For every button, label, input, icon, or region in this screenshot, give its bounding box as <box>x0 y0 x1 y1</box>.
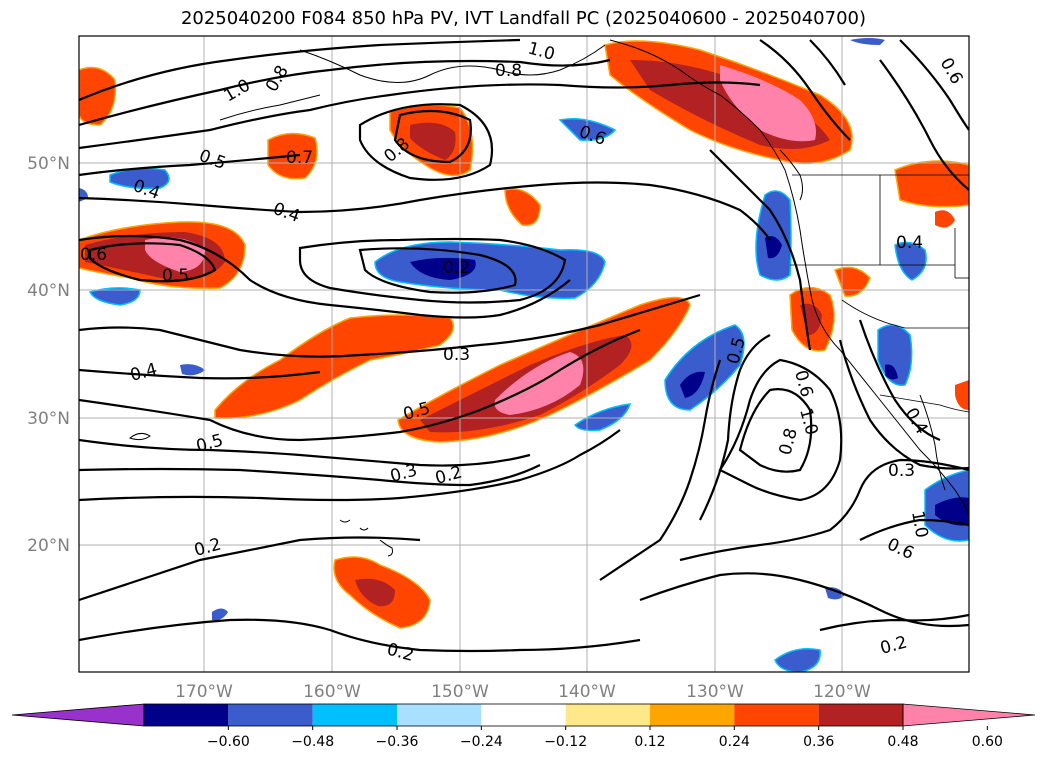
contour-label: 0.7 <box>286 148 313 168</box>
contour-label: 0.2 <box>443 258 470 278</box>
lon-label: 160°W <box>303 682 361 702</box>
map-plot-area: 1.0 0.8 1.0 0.8 0.6 0.5 0.7 0.8 0.4 0.4 … <box>79 36 969 672</box>
colorbar-segment <box>650 704 735 726</box>
colorbar-segment <box>312 704 397 726</box>
contour-label: 0.8 <box>495 61 522 81</box>
gridlines <box>79 36 969 672</box>
contour-label: 0.6 <box>80 245 107 265</box>
colorbar-tick-label: −0.24 <box>460 734 503 750</box>
contour-label: 0.5 <box>162 266 189 286</box>
colorbar-segment <box>734 704 819 726</box>
borders <box>790 174 969 413</box>
contour-label: 1.0 <box>907 509 931 539</box>
pv-neg-central <box>374 241 606 300</box>
lon-label: 140°W <box>558 682 616 702</box>
contour-label: 0.3 <box>443 345 470 365</box>
colorbar-tick-label: −0.36 <box>376 734 419 750</box>
ivt-contours <box>79 38 969 653</box>
colorbar-segment <box>228 704 313 726</box>
lat-labels: 50°N 40°N 30°N 20°N <box>27 154 70 556</box>
colorbar-tick-label: 0.24 <box>719 734 750 750</box>
colorbar-tick-label: 0.36 <box>803 734 834 750</box>
colorbar-tick-label: 0.60 <box>972 734 1003 750</box>
lat-label: 50°N <box>27 154 70 174</box>
negative-pv-fields <box>79 38 969 672</box>
contour-label: 0.4 <box>896 233 923 253</box>
contour-label: 0.3 <box>888 461 915 481</box>
lat-label: 30°N <box>27 409 70 429</box>
colorbar-segment <box>481 704 566 726</box>
lon-label: 130°W <box>686 682 744 702</box>
lat-label: 40°N <box>27 281 70 301</box>
colorbar-segment <box>565 704 650 726</box>
colorbar-segment <box>144 704 229 726</box>
colorbar-frame <box>143 703 904 727</box>
coastlines <box>128 39 969 557</box>
colorbar-tick-label: −0.12 <box>544 734 587 750</box>
colorbar-tick-label: 0.12 <box>634 734 665 750</box>
colorbar-segment <box>397 704 482 726</box>
map-frame <box>78 35 970 673</box>
lon-label: 150°W <box>431 682 489 702</box>
colorbar: −0.60 −0.48 −0.36 −0.24 −0.12 0.12 0.24 0.36 0.4… <box>11 703 1036 750</box>
lat-label: 20°N <box>27 536 70 556</box>
colorbar-extend-left <box>11 703 145 727</box>
lon-labels: 170°W 160°W 150°W 140°W 130°W 120°W <box>175 682 871 702</box>
colorbar-segment <box>818 704 903 726</box>
lon-label: 120°W <box>813 682 871 702</box>
colorbar-tick-label: −0.60 <box>207 734 250 750</box>
map-title: 2025040200 F084 850 hPa PV, IVT Landfall… <box>180 8 867 29</box>
lon-label: 170°W <box>175 682 233 702</box>
colorbar-tick-label: 0.48 <box>887 734 918 750</box>
colorbar-tick-label: −0.48 <box>291 734 334 750</box>
colorbar-extend-right <box>902 703 1036 727</box>
